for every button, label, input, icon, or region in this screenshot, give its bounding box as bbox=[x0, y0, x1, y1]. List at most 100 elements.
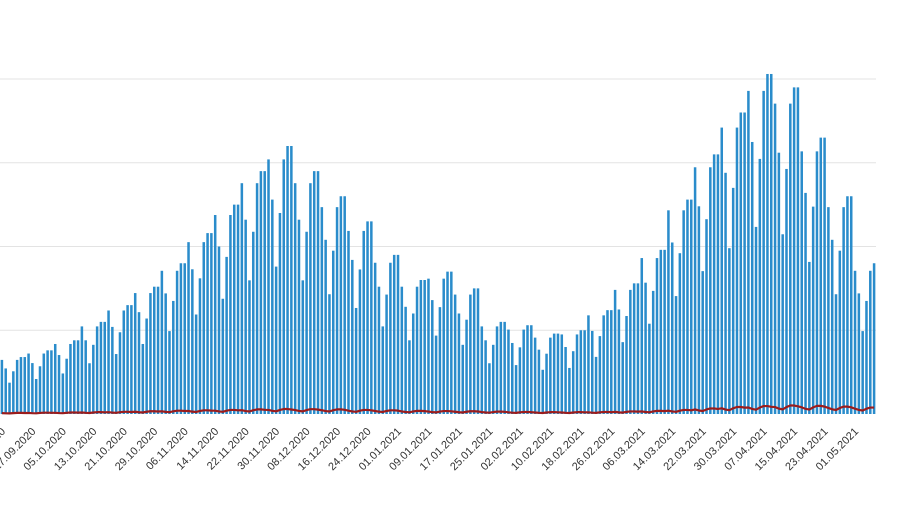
bar bbox=[198, 278, 202, 414]
bar bbox=[290, 146, 293, 414]
bar bbox=[632, 283, 636, 414]
bar bbox=[31, 363, 34, 414]
bar bbox=[800, 151, 803, 415]
bar bbox=[221, 298, 225, 414]
bar bbox=[747, 90, 750, 414]
bar bbox=[663, 249, 666, 414]
bar bbox=[640, 258, 644, 414]
bar bbox=[552, 333, 556, 414]
bar bbox=[141, 343, 145, 414]
bar bbox=[530, 325, 533, 414]
bar bbox=[50, 350, 53, 414]
bar bbox=[377, 286, 381, 414]
bar bbox=[373, 262, 377, 414]
bar bbox=[872, 263, 876, 414]
bar bbox=[670, 242, 674, 414]
bar bbox=[701, 271, 704, 414]
bar bbox=[362, 230, 365, 414]
bar bbox=[431, 300, 434, 414]
bar bbox=[152, 286, 156, 414]
bar bbox=[728, 248, 731, 414]
bar bbox=[206, 233, 209, 414]
bar bbox=[808, 261, 811, 414]
bar bbox=[819, 137, 823, 414]
bar bbox=[469, 294, 472, 414]
bar bbox=[587, 315, 590, 414]
bar bbox=[789, 103, 792, 414]
bar bbox=[236, 204, 240, 414]
bar bbox=[69, 343, 72, 414]
bar bbox=[610, 310, 613, 414]
bar bbox=[545, 353, 548, 414]
bar bbox=[312, 171, 316, 414]
bar bbox=[175, 270, 179, 414]
bar bbox=[857, 293, 861, 414]
bar bbox=[65, 358, 68, 414]
bar bbox=[773, 103, 777, 414]
bar bbox=[133, 293, 137, 414]
bar bbox=[8, 382, 11, 414]
bar bbox=[111, 326, 114, 414]
bar bbox=[259, 171, 263, 414]
bar bbox=[335, 207, 339, 414]
bar bbox=[126, 305, 129, 414]
bar bbox=[320, 207, 324, 414]
bar bbox=[38, 366, 42, 414]
bar bbox=[400, 286, 404, 414]
bar bbox=[316, 171, 320, 414]
bar bbox=[80, 326, 84, 414]
bar bbox=[172, 300, 175, 414]
bar bbox=[293, 183, 297, 414]
bar bbox=[84, 340, 87, 414]
bar bbox=[830, 239, 834, 414]
bar bbox=[750, 141, 754, 415]
bar bbox=[168, 331, 171, 414]
bar bbox=[827, 207, 830, 414]
bar bbox=[571, 351, 575, 414]
bar bbox=[450, 271, 453, 414]
bar bbox=[404, 306, 407, 414]
bar bbox=[76, 340, 80, 414]
bar bbox=[19, 357, 23, 414]
bar bbox=[568, 367, 571, 414]
bar bbox=[210, 233, 213, 414]
bar bbox=[811, 206, 815, 414]
bar bbox=[34, 378, 38, 414]
bar bbox=[480, 326, 484, 414]
bar bbox=[629, 289, 632, 414]
bar bbox=[731, 187, 735, 414]
bar bbox=[392, 254, 396, 414]
bar bbox=[511, 342, 514, 414]
bar bbox=[419, 280, 423, 414]
bar bbox=[507, 329, 510, 414]
bar bbox=[446, 271, 449, 414]
bar bbox=[217, 246, 221, 414]
bar bbox=[815, 151, 819, 415]
bar bbox=[92, 344, 95, 414]
bar bbox=[823, 137, 826, 414]
bar bbox=[145, 318, 148, 414]
bar bbox=[385, 294, 388, 414]
bar bbox=[23, 357, 27, 414]
bar bbox=[488, 363, 491, 414]
bar bbox=[495, 326, 499, 414]
bar bbox=[415, 286, 419, 414]
bar bbox=[705, 219, 708, 414]
bar bbox=[194, 314, 198, 414]
bar bbox=[724, 172, 727, 414]
bar bbox=[743, 112, 746, 414]
bar bbox=[164, 293, 167, 414]
bar bbox=[686, 199, 689, 414]
bar bbox=[472, 288, 476, 414]
bar bbox=[575, 334, 579, 414]
bar bbox=[88, 363, 91, 414]
bar bbox=[690, 199, 693, 414]
bar bbox=[693, 167, 697, 414]
bar bbox=[526, 325, 529, 414]
bar bbox=[522, 329, 525, 414]
bar bbox=[762, 90, 765, 414]
bar bbox=[476, 288, 480, 414]
bar bbox=[130, 305, 133, 414]
bar bbox=[564, 347, 567, 414]
bar bbox=[149, 293, 152, 414]
